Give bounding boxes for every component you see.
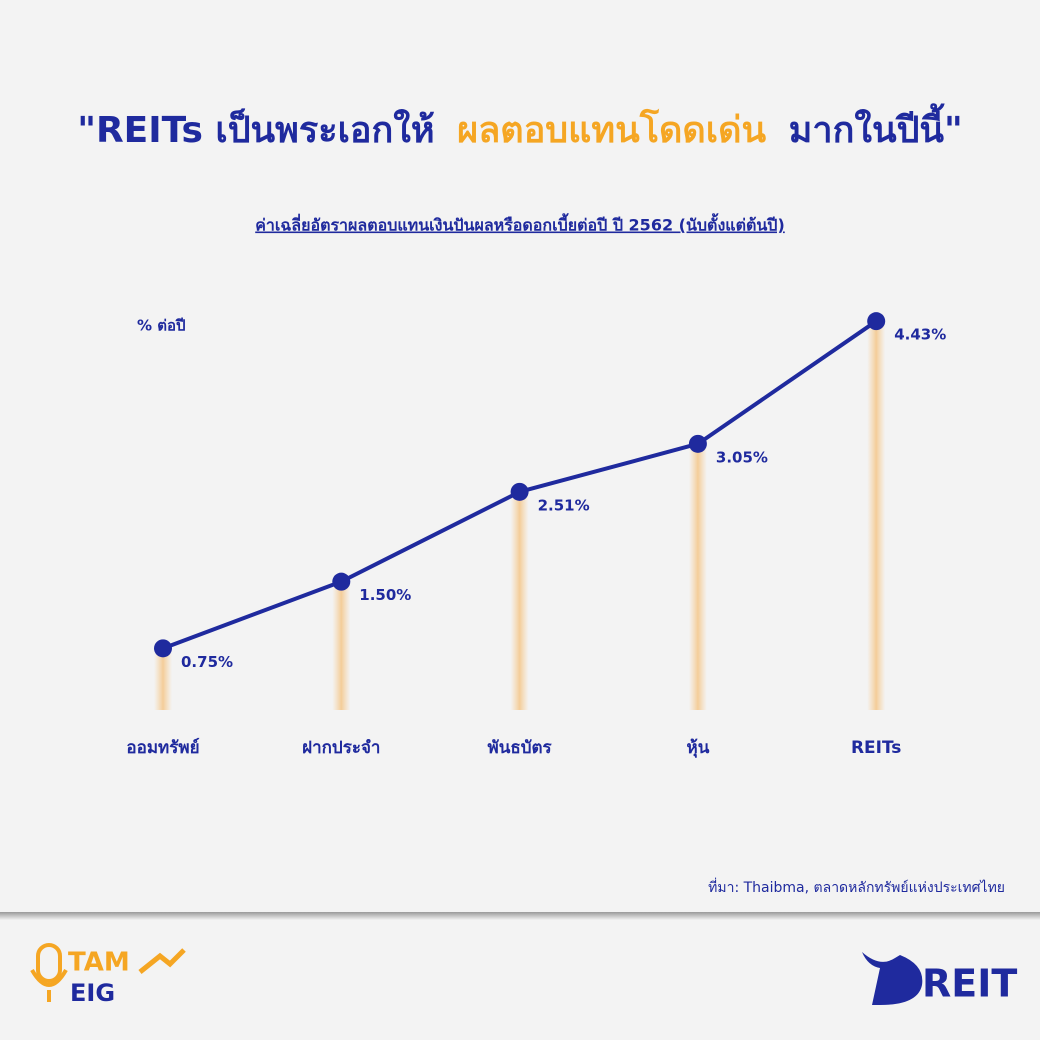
title-part: "REITs เป็นพระเอกให้ <box>77 107 434 151</box>
logo-text: TAM <box>68 948 130 978</box>
logo-mic <box>36 943 62 983</box>
logo-mark <box>862 952 923 1005</box>
data-label: 4.43% <box>894 326 946 344</box>
glow-bar <box>510 491 529 710</box>
logo-mic-stand <box>30 968 68 1002</box>
data-point <box>510 482 529 501</box>
x-tick-label: REITs <box>851 738 902 758</box>
glow-bar <box>688 443 707 710</box>
logo-text: REIT <box>922 962 1017 1006</box>
title-highlight: ผลตอบแทนโดดเด่น <box>457 108 766 151</box>
glow-bar <box>154 648 172 710</box>
source-note: ที่มา: Thaibma, ตลาดหลักทรัพย์แห่งประเทศ… <box>708 878 1005 896</box>
left-logo: TAM EIG <box>30 943 186 1007</box>
title-part: มากในปีนี้" <box>789 103 963 151</box>
right-logo: REIT <box>862 952 1017 1006</box>
x-tick-label: ออมทรัพย์ <box>126 737 199 758</box>
x-tick-label: พันธบัตร <box>488 738 553 758</box>
data-point <box>332 572 351 591</box>
data-point <box>688 434 707 453</box>
glows <box>154 321 886 710</box>
data-label: 2.51% <box>538 496 590 514</box>
data-point <box>867 312 886 331</box>
chart-subtitle: ค่าเฉลี่ยอัตราผลตอบแทนเงินปันผลหรือดอกเบ… <box>255 213 785 235</box>
data-point <box>154 639 172 658</box>
separator <box>0 912 1040 920</box>
logo-text: EIG <box>70 979 115 1007</box>
glow-bar <box>332 581 351 710</box>
x-tick-label: หุ้น <box>686 738 709 758</box>
x-tick-label: ฝากประจำ <box>302 738 380 758</box>
chart-title: "REITs เป็นพระเอกให้ ผลตอบแทนโดดเด่น มาก… <box>77 103 963 151</box>
glow-bar <box>867 321 886 710</box>
data-label: 0.75% <box>181 653 233 671</box>
y-axis-label: % ต่อปี <box>137 317 186 335</box>
logo-arrow <box>138 948 186 974</box>
data-label: 3.05% <box>716 448 768 466</box>
data-label: 1.50% <box>359 586 411 604</box>
